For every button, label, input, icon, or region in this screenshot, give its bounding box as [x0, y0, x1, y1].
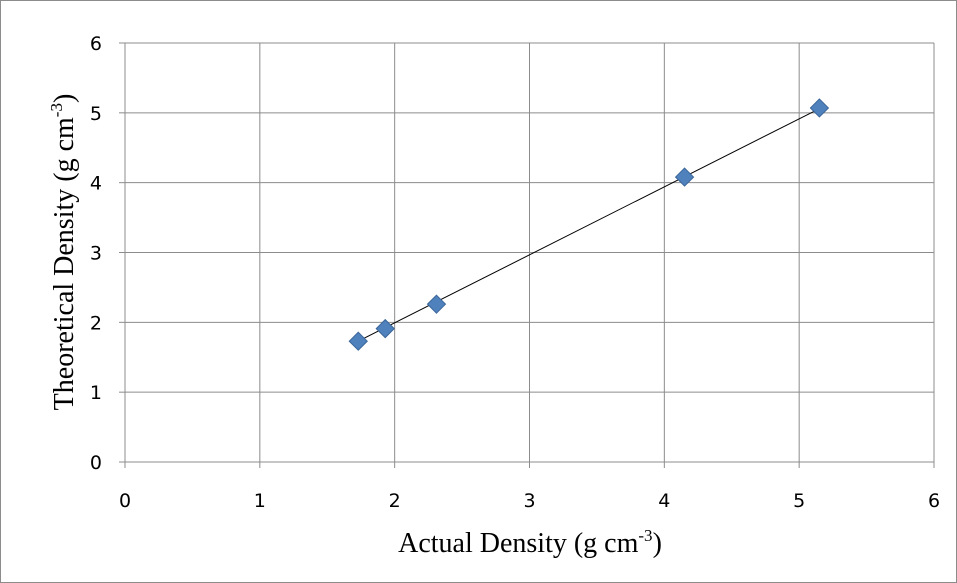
y-axis-title: Theoretical Density (g cm-3) [47, 94, 80, 411]
y-tick-label: 3 [90, 243, 102, 265]
x-axis-title: Actual Density (g cm-3) [398, 526, 662, 559]
y-tick-label: 6 [90, 33, 102, 55]
grid [125, 42, 935, 462]
x-tick-label: 0 [119, 490, 131, 512]
axes [119, 42, 935, 468]
y-tick-label: 4 [90, 173, 102, 195]
x-tick-label: 5 [793, 490, 805, 512]
data-point-diamond [809, 98, 830, 118]
data-point-diamond [375, 318, 395, 339]
y-tick-label: 0 [90, 452, 102, 474]
data-point-diamond [348, 331, 368, 351]
tick-labels: 0 1 2 3 4 5 6 0 1 2 3 4 5 6 [90, 33, 940, 512]
x-tick-label: 4 [658, 490, 670, 512]
data-points [348, 98, 830, 351]
data-point-diamond [426, 294, 447, 314]
y-tick-label: 5 [90, 103, 102, 125]
x-tick-label: 6 [928, 490, 940, 512]
x-tick-label: 3 [523, 490, 535, 512]
x-tick-label: 1 [254, 490, 266, 512]
data-point-diamond [674, 167, 695, 187]
x-tick-label: 2 [389, 490, 401, 512]
trendline-layer [358, 108, 820, 342]
trendline [358, 108, 820, 342]
y-tick-label: 2 [90, 312, 102, 334]
y-tick-label: 1 [90, 382, 102, 404]
